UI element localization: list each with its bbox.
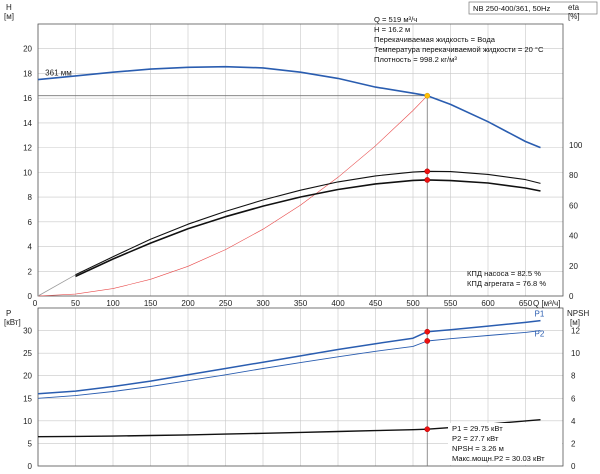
y-left-tick-label: 5: [28, 439, 33, 448]
info-background: [448, 423, 562, 465]
y-left-axis-title: H: [6, 3, 12, 12]
model-box: [468, 1, 598, 15]
series-eta_pump: [75, 170, 541, 276]
plot-frame-top: [37, 23, 564, 297]
x-tick-label: 250: [219, 299, 233, 308]
y-left-tick-label: 20: [23, 372, 32, 381]
series-P2: [37, 330, 541, 399]
y-right-tick-label: 100: [569, 141, 583, 150]
y-left-axis-unit: [м]: [4, 12, 14, 21]
y-left-tick-label: 14: [23, 119, 32, 128]
duty-point-marker: [424, 168, 431, 175]
y-right-tick-label: 6: [571, 394, 576, 403]
duty-point-marker: [424, 177, 431, 183]
x-tick-label: 300: [256, 299, 270, 308]
info-line: P2 = 27.7 кВт: [452, 434, 499, 443]
y-right-tick-label: 2: [571, 439, 576, 448]
y-left-tick-label: 12: [23, 144, 32, 153]
y-left-tick-label: 10: [23, 168, 32, 177]
series-P1: [37, 319, 541, 395]
y-left-tick-label: 0: [28, 292, 33, 301]
series-eta_unit: [75, 179, 541, 278]
y-right-tick-label: 10: [571, 349, 580, 358]
x-tick-label: 150: [144, 299, 158, 308]
duty-point-marker: [424, 338, 431, 344]
y-left-tick-label: 15: [23, 394, 32, 403]
curve-label: 361 мм: [45, 68, 72, 77]
y-left-tick-label: 25: [23, 349, 32, 358]
y-right-tick-label: 0: [569, 292, 574, 301]
x-tick-label: 50: [71, 299, 80, 308]
y-right-tick-label: 80: [569, 171, 578, 180]
y-left-tick-label: 8: [28, 193, 33, 202]
x-axis-label: Q [м³/ч]: [533, 299, 560, 308]
y-left-tick-label: 18: [23, 69, 32, 78]
efficiency-line: КПД агрегата = 76.8 %: [467, 279, 546, 288]
y-left-tick-label: 16: [23, 94, 32, 103]
y-right-tick-label: 4: [571, 417, 576, 426]
y-right-axis-title: NPSH: [567, 309, 589, 318]
y-right-tick-label: 0: [571, 462, 576, 471]
y-left-tick-label: 10: [23, 417, 32, 426]
x-tick-label: 0: [33, 299, 38, 308]
model-label: NB 250-400/361, 50Hz: [473, 4, 550, 13]
y-right-tick-label: 40: [569, 232, 578, 241]
y-right-tick-label: 12: [571, 327, 580, 336]
y-left-tick-label: 0: [28, 462, 33, 471]
efficiency-line: КПД насоса = 82.5 %: [467, 269, 541, 278]
series-label: P1: [535, 310, 545, 319]
info-line: Перекачиваемая жидкость = Вода: [374, 35, 496, 44]
x-tick-label: 400: [331, 299, 345, 308]
y-right-tick-label: 20: [569, 262, 578, 271]
x-tick-label: 650: [519, 299, 533, 308]
x-tick-label: 550: [444, 299, 458, 308]
y-right-axis-unit: [%]: [568, 12, 580, 21]
x-tick-label: 200: [181, 299, 195, 308]
duty-point-marker: [424, 328, 431, 335]
plot-frame-bottom: [37, 307, 564, 467]
x-tick-label: 450: [369, 299, 383, 308]
info-line: H = 16.2 м: [374, 25, 410, 34]
info-line: Температура перекачиваемой жидкости = 20…: [374, 45, 544, 54]
info-line: Плотность = 998.2 кг/м³: [374, 55, 457, 64]
y-left-tick-label: 20: [23, 45, 32, 54]
x-tick-label: 350: [294, 299, 308, 308]
duty-point-marker: [424, 426, 431, 433]
y-left-tick-label: 4: [28, 243, 33, 252]
info-line: P1 = 29.75 кВт: [452, 424, 503, 433]
info-line: Q = 519 м³/ч: [374, 15, 417, 24]
duty-point-marker: [424, 92, 431, 99]
y-right-tick-label: 8: [571, 372, 576, 381]
x-tick-label: 600: [481, 299, 495, 308]
x-tick-label: 500: [406, 299, 420, 308]
x-tick-label: 100: [106, 299, 120, 308]
y-right-tick-label: 60: [569, 201, 578, 210]
info-line: NPSH = 3.26 м: [452, 444, 504, 453]
y-left-axis-unit: [кВт]: [4, 318, 21, 327]
y-left-tick-label: 6: [28, 218, 33, 227]
series-head: [37, 65, 541, 149]
series-eta_grey: [37, 274, 76, 297]
y-left-axis-title: P: [6, 309, 11, 318]
y-left-tick-label: 30: [23, 327, 32, 336]
y-left-tick-label: 2: [28, 267, 33, 276]
info-line: Макс.мощн.P2 = 30.03 кВт: [452, 454, 545, 463]
y-right-axis-unit: [м]: [570, 318, 580, 327]
series-system_curve: [37, 95, 428, 297]
y-right-axis-title: eta: [568, 3, 580, 12]
series-label: P2: [535, 330, 545, 339]
